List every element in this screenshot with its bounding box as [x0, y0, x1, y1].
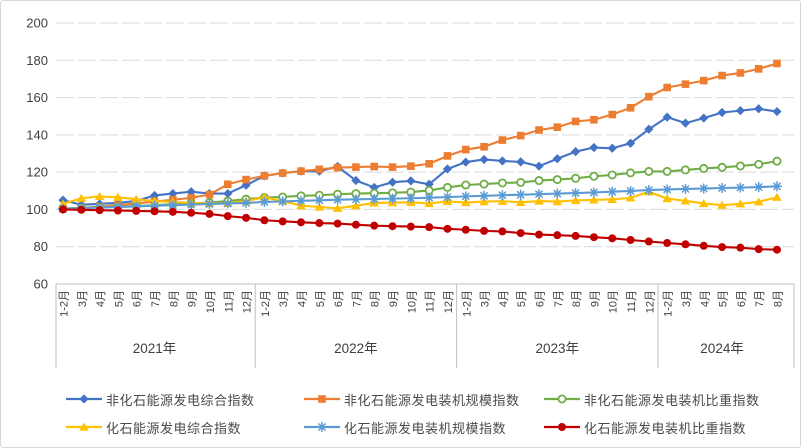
y-tick-label: 60	[34, 277, 48, 292]
legend-label: 化石能源发电综合指数	[106, 420, 242, 436]
month-tick-label: 4月	[498, 290, 510, 307]
series-0	[58, 104, 782, 210]
month-tick-label: 6月	[333, 290, 345, 307]
series-line-4	[62, 185, 778, 210]
month-tick-label: 3月	[278, 290, 290, 307]
month-tick-label: 12月	[644, 290, 656, 313]
month-tick-label: 7月	[351, 290, 363, 307]
year-label: 2021年	[133, 341, 177, 356]
y-tick-label: 160	[26, 90, 48, 105]
legend-item-2: 非化石能源发电装机比重指数	[543, 390, 760, 409]
year-label: 2023年	[536, 341, 580, 356]
month-tick-label: 3月	[77, 290, 89, 307]
month-tick-label: 5月	[718, 290, 730, 307]
month-tick-label: 10月	[205, 290, 217, 313]
month-tick-label: 4月	[95, 290, 107, 307]
month-tick-label: 8月	[168, 290, 180, 307]
month-tick-label: 9月	[589, 290, 601, 307]
y-tick-label: 100	[26, 202, 48, 217]
legend-item-4: 化石能源发电装机规模指数	[303, 418, 543, 437]
legend-label: 化石能源发电装机比重指数	[584, 420, 747, 436]
x-axis-month-labels: 1-2月 3月 4月 5月 6月 7月 8月 9月 10月 11月 12月 1-2月 3月 4月 5月 6月 7…	[59, 290, 785, 317]
circle-open-marker-icon	[544, 394, 580, 404]
series-line-3	[62, 190, 778, 210]
series-line-5	[62, 208, 778, 251]
month-tick-label: 1-2月	[461, 290, 473, 317]
series-5	[59, 205, 781, 254]
month-tick-label: 9月	[187, 290, 199, 307]
legend-label: 非化石能源发电装机规模指数	[344, 392, 520, 408]
month-tick-label: 9月	[388, 290, 400, 307]
legend-item-1: 非化石能源发电装机规模指数	[303, 390, 543, 409]
legend-item-0: 非化石能源发电综合指数	[65, 390, 303, 409]
month-tick-label: 8月	[370, 290, 382, 307]
month-tick-label: 11月	[626, 290, 638, 312]
month-tick-label: 8月	[773, 290, 785, 307]
legend-row-1: 化石能源发电综合指数 化石能源发电装机规模指数 化石能源发电装机比重指数	[65, 413, 795, 441]
month-tick-label: 1-2月	[260, 290, 272, 317]
month-tick-label: 5月	[113, 290, 125, 307]
month-tick-label: 5月	[315, 290, 327, 307]
year-label: 2022年	[334, 341, 378, 356]
y-axis-labels: 200 180 160 140 120 100 80 60	[26, 16, 48, 292]
legend-row-0: 非化石能源发电综合指数 非化石能源发电装机规模指数 非化石能源发电装机比重指数	[65, 385, 795, 413]
y-tick-label: 180	[26, 53, 48, 68]
month-tick-label: 4月	[699, 290, 711, 307]
month-tick-label: 7月	[553, 290, 565, 307]
legend-item-3: 化石能源发电综合指数	[65, 418, 303, 437]
series-line-0	[62, 107, 778, 206]
month-tick-label: 11月	[425, 290, 437, 312]
month-tick-label: 11月	[223, 290, 235, 312]
month-tick-label: 1-2月	[663, 290, 675, 317]
circle-marker-icon	[544, 423, 580, 431]
month-tick-label: 3月	[681, 290, 693, 307]
x-axis-dividers	[55, 284, 795, 368]
month-tick-label: 6月	[132, 290, 144, 307]
month-tick-label: 12月	[443, 290, 455, 313]
square-marker-icon	[304, 395, 340, 403]
month-tick-label: 10月	[406, 290, 418, 313]
legend-item-5: 化石能源发电装机比重指数	[543, 418, 746, 437]
month-tick-label: 6月	[736, 290, 748, 307]
y-tick-label: 140	[26, 127, 48, 142]
series-line-1	[62, 62, 778, 210]
month-tick-label: 7月	[150, 290, 162, 307]
diamond-marker-icon	[66, 394, 102, 404]
asterisk-marker-icon	[304, 421, 340, 433]
legend-label: 非化石能源发电装机比重指数	[584, 392, 760, 408]
series-4	[57, 181, 783, 214]
y-tick-label: 80	[34, 239, 48, 254]
year-label: 2024年	[700, 341, 744, 356]
month-tick-label: 7月	[754, 290, 766, 307]
month-tick-label: 12月	[242, 290, 254, 313]
y-tick-label: 200	[26, 16, 48, 31]
month-tick-label: 4月	[297, 290, 309, 307]
month-tick-label: 6月	[535, 290, 547, 307]
y-tick-label: 120	[26, 165, 48, 180]
legend-label: 非化石能源发电综合指数	[106, 392, 255, 408]
chart-legend: 非化石能源发电综合指数 非化石能源发电装机规模指数 非化石能源发电装机比重指数 化石能…	[65, 385, 795, 441]
legend-label: 化石能源发电装机规模指数	[344, 420, 507, 436]
triangle-marker-icon	[66, 422, 102, 431]
month-tick-label: 3月	[480, 290, 492, 307]
month-tick-label: 5月	[516, 290, 528, 307]
month-tick-label: 1-2月	[59, 290, 71, 317]
x-axis-year-labels: 2021年 2022年 2023年 2024年	[133, 341, 744, 356]
y-gridlines	[56, 22, 794, 285]
month-tick-label: 10月	[608, 290, 620, 313]
month-tick-label: 8月	[571, 290, 583, 307]
